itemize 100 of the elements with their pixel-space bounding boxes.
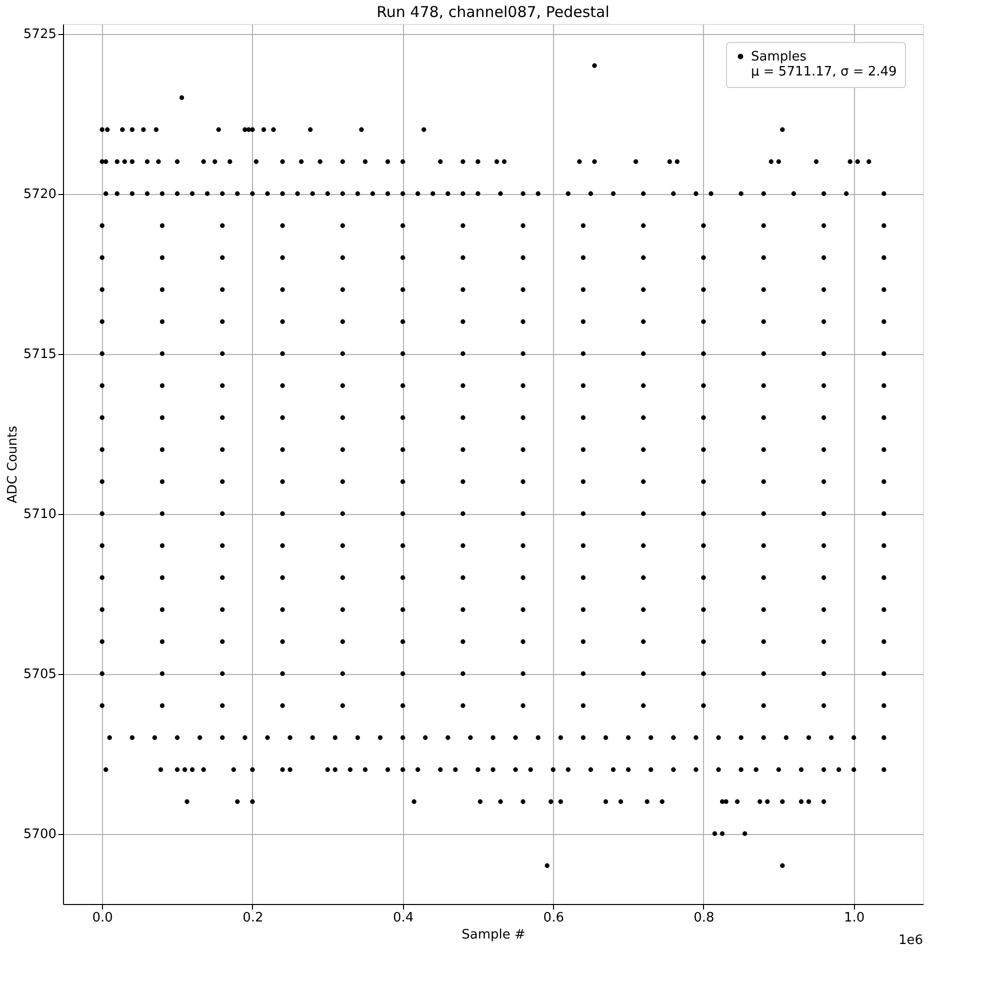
point xyxy=(821,415,826,420)
point xyxy=(100,127,104,132)
point xyxy=(100,255,104,260)
text: 1e6 xyxy=(898,933,923,948)
point xyxy=(821,799,826,804)
point xyxy=(761,287,766,292)
point xyxy=(882,319,886,324)
point xyxy=(250,191,255,196)
point xyxy=(359,127,364,132)
point xyxy=(882,735,886,740)
point xyxy=(701,703,706,708)
point xyxy=(400,415,406,420)
point xyxy=(446,191,450,196)
point xyxy=(761,319,766,324)
point xyxy=(580,575,586,580)
point xyxy=(641,575,646,580)
point xyxy=(348,767,353,772)
chart-title: Run 478, channel087, Pedestal xyxy=(376,3,610,21)
point xyxy=(100,543,104,548)
point xyxy=(592,159,597,164)
point xyxy=(100,287,104,292)
legend-label: Samples μ = 5711.17, σ = 2.49 xyxy=(751,50,897,80)
point xyxy=(288,767,292,772)
point xyxy=(400,735,406,740)
point xyxy=(182,767,188,772)
point xyxy=(340,543,345,548)
point xyxy=(626,767,631,772)
point xyxy=(536,191,540,196)
point xyxy=(460,671,466,676)
point xyxy=(280,287,285,292)
point xyxy=(548,799,554,804)
point xyxy=(160,415,165,420)
point xyxy=(212,159,218,164)
point xyxy=(761,735,766,740)
point xyxy=(580,287,586,292)
point xyxy=(400,319,406,324)
point xyxy=(520,671,526,676)
point xyxy=(671,735,676,740)
point xyxy=(280,703,285,708)
point xyxy=(332,735,338,740)
point xyxy=(460,159,466,164)
point xyxy=(588,191,594,196)
point xyxy=(520,191,526,196)
point xyxy=(882,671,886,676)
point xyxy=(882,191,886,196)
point xyxy=(174,191,180,196)
x-tick-label: 0.4 xyxy=(392,910,414,926)
point xyxy=(107,735,112,740)
point xyxy=(325,767,330,772)
point xyxy=(588,767,594,772)
point xyxy=(821,479,826,484)
point xyxy=(694,191,698,196)
point xyxy=(580,671,586,676)
point xyxy=(400,351,406,356)
point xyxy=(577,159,582,164)
point xyxy=(791,191,796,196)
point xyxy=(761,575,766,580)
point xyxy=(580,255,586,260)
point xyxy=(160,287,165,292)
point xyxy=(738,191,744,196)
point xyxy=(100,319,104,324)
point xyxy=(641,447,646,452)
point xyxy=(122,159,127,164)
point xyxy=(340,447,345,452)
point xyxy=(738,735,744,740)
point xyxy=(882,287,886,292)
point xyxy=(340,511,345,516)
point xyxy=(592,63,597,68)
point xyxy=(641,479,646,484)
point xyxy=(641,607,646,612)
point xyxy=(460,415,466,420)
point xyxy=(580,319,586,324)
point xyxy=(855,159,860,164)
point xyxy=(104,767,108,772)
point xyxy=(780,863,785,868)
point xyxy=(295,191,300,196)
point xyxy=(761,543,766,548)
point xyxy=(768,159,774,164)
point xyxy=(701,639,706,644)
point xyxy=(400,511,406,516)
point xyxy=(758,799,762,804)
point xyxy=(154,127,159,132)
point xyxy=(261,127,266,132)
point xyxy=(882,703,886,708)
point xyxy=(400,575,406,580)
point xyxy=(520,255,526,260)
point xyxy=(220,351,225,356)
point xyxy=(821,607,826,612)
point xyxy=(765,799,770,804)
point xyxy=(460,607,466,612)
point xyxy=(340,607,345,612)
point xyxy=(580,383,586,388)
point xyxy=(438,767,443,772)
point xyxy=(701,671,706,676)
x-tick-label: 0.0 xyxy=(92,910,113,926)
point xyxy=(580,607,586,612)
point xyxy=(701,319,706,324)
point xyxy=(114,159,120,164)
point xyxy=(340,639,345,644)
point xyxy=(100,223,104,228)
